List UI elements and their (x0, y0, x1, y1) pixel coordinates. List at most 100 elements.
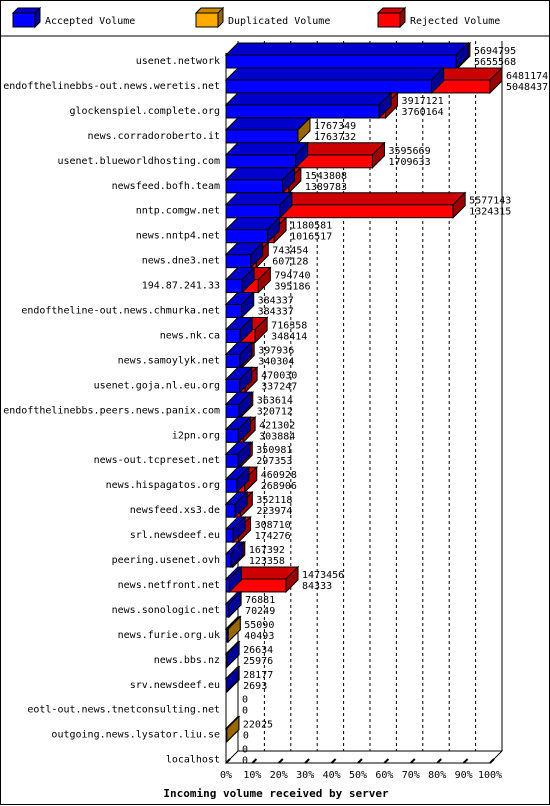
x-tick-label: 40% (323, 770, 341, 781)
bar-accepted-front (226, 305, 242, 318)
x-tick-label: 90% (455, 770, 473, 781)
row-label: news.dne3.net (142, 256, 220, 267)
bar-accepted-front (226, 280, 242, 293)
row-label: news.sonologic.net (112, 605, 220, 616)
x-tick-mark (332, 759, 336, 763)
value-label-total: 470030 (261, 370, 297, 381)
bar-accepted-side (226, 667, 238, 692)
bar-accepted-front (226, 105, 379, 118)
legend-swatch-2-front (196, 13, 218, 27)
value-label-accepted: 1016517 (290, 232, 332, 243)
bar-accepted (226, 392, 251, 417)
row-label: news.samoylyk.net (118, 355, 220, 366)
x-tick-mark (384, 759, 388, 763)
value-label-total: 460928 (261, 470, 297, 481)
value-label-accepted: 297353 (256, 456, 292, 467)
value-label-accepted: 70249 (245, 606, 275, 617)
bar-accepted-front (226, 554, 231, 567)
bar-accepted-front (226, 55, 456, 68)
x-tick-label: 0% (220, 770, 232, 781)
value-label-accepted: 268906 (261, 481, 297, 492)
value-label-total: 22025 (243, 720, 273, 731)
value-label-accepted: 395186 (274, 282, 310, 293)
x-tick-label: 10% (243, 770, 261, 781)
legend-swatch-3-front (378, 13, 400, 27)
row-label: srl.newsdeef.eu (130, 530, 220, 541)
row-label: news-out.tcpreset.net (94, 455, 220, 466)
x-tick-mark (279, 759, 283, 763)
value-label-total: 397936 (258, 345, 294, 356)
value-label-total: 76881 (245, 595, 275, 606)
value-label-total: 55090 (244, 620, 274, 631)
bar-accepted (226, 667, 238, 692)
row-label: 194.87.241.33 (142, 281, 220, 292)
value-label-total: 1180581 (290, 221, 332, 232)
bar-accepted-front (226, 429, 238, 442)
row-label: srv.newsdeef.eu (130, 680, 220, 691)
bar-accepted-front (226, 180, 283, 193)
x-tick-label: 30% (296, 770, 314, 781)
x-tick-label: 80% (428, 770, 446, 781)
bar-duplicated (226, 717, 239, 742)
bar-accepted-front (226, 255, 251, 268)
x-tick-mark (411, 759, 415, 763)
bar-accepted (226, 68, 444, 93)
value-label-total: 3917121 (402, 96, 444, 107)
x-tick-label: 20% (270, 770, 288, 781)
value-label-accepted: 0 (243, 731, 249, 742)
value-label-total: 28177 (243, 670, 273, 681)
value-label-accepted: 384337 (258, 307, 294, 318)
row-label: news.furie.org.uk (118, 630, 220, 641)
row-label: news.netfront.net (118, 580, 220, 591)
bar-accepted-front (226, 579, 229, 592)
value-label-total: 308710 (255, 520, 291, 531)
value-label-accepted: 340304 (258, 356, 294, 367)
value-label-accepted: 2693 (243, 681, 267, 692)
bar-accepted (226, 93, 391, 118)
value-label-total: 363614 (257, 395, 293, 406)
legend-label-3: Rejected Volume (410, 16, 500, 27)
bar-accepted-front (226, 504, 235, 517)
bar-accepted-top (226, 118, 310, 130)
bar-accepted (226, 143, 308, 168)
bar-accepted-front (226, 230, 267, 243)
x-tick-label: 70% (402, 770, 420, 781)
value-label-accepted: 40493 (244, 631, 274, 642)
bar-accepted-front (226, 329, 240, 342)
value-label-accepted: 607128 (272, 257, 308, 268)
value-label-total: 26634 (243, 645, 273, 656)
value-label-total: 716358 (271, 320, 307, 331)
bar-accepted-front (226, 379, 240, 392)
value-label-accepted: 337247 (261, 381, 297, 392)
bar-accepted-top (226, 68, 444, 80)
row-label: glockenspiel.complete.org (69, 106, 220, 117)
value-label-total: 6481174 (506, 71, 548, 82)
value-label-total: 1767349 (314, 121, 356, 132)
value-label-total: 0 (242, 745, 248, 756)
row-label: usenet.blueworldhosting.com (57, 156, 220, 167)
value-label-accepted: 123358 (249, 556, 285, 567)
bar-accepted-top (226, 93, 391, 105)
row-label: news.hispagatos.org (106, 480, 220, 491)
bar-accepted (226, 442, 250, 467)
x-tick-label: 60% (375, 770, 393, 781)
value-label-total: 794740 (274, 271, 310, 282)
value-label-total: 167392 (249, 545, 285, 556)
bar-accepted-front (226, 155, 296, 168)
value-label-accepted: 3760164 (402, 107, 444, 118)
value-label-accepted: 1763732 (314, 132, 356, 143)
value-label-accepted: 1389783 (305, 182, 347, 193)
bar-accepted (226, 342, 252, 367)
bar-duplicated-side (227, 717, 239, 742)
legend-label-2: Duplicated Volume (228, 16, 330, 27)
bar-accepted (226, 542, 243, 567)
value-label-total: 743454 (272, 246, 308, 257)
bar-accepted (226, 293, 254, 318)
x-tick-mark (305, 759, 309, 763)
bar-accepted-front (226, 529, 233, 542)
row-label: news.bbs.nz (154, 655, 220, 666)
row-label: peering.usenet.ovh (112, 555, 220, 566)
bar-accepted-front (226, 130, 298, 143)
